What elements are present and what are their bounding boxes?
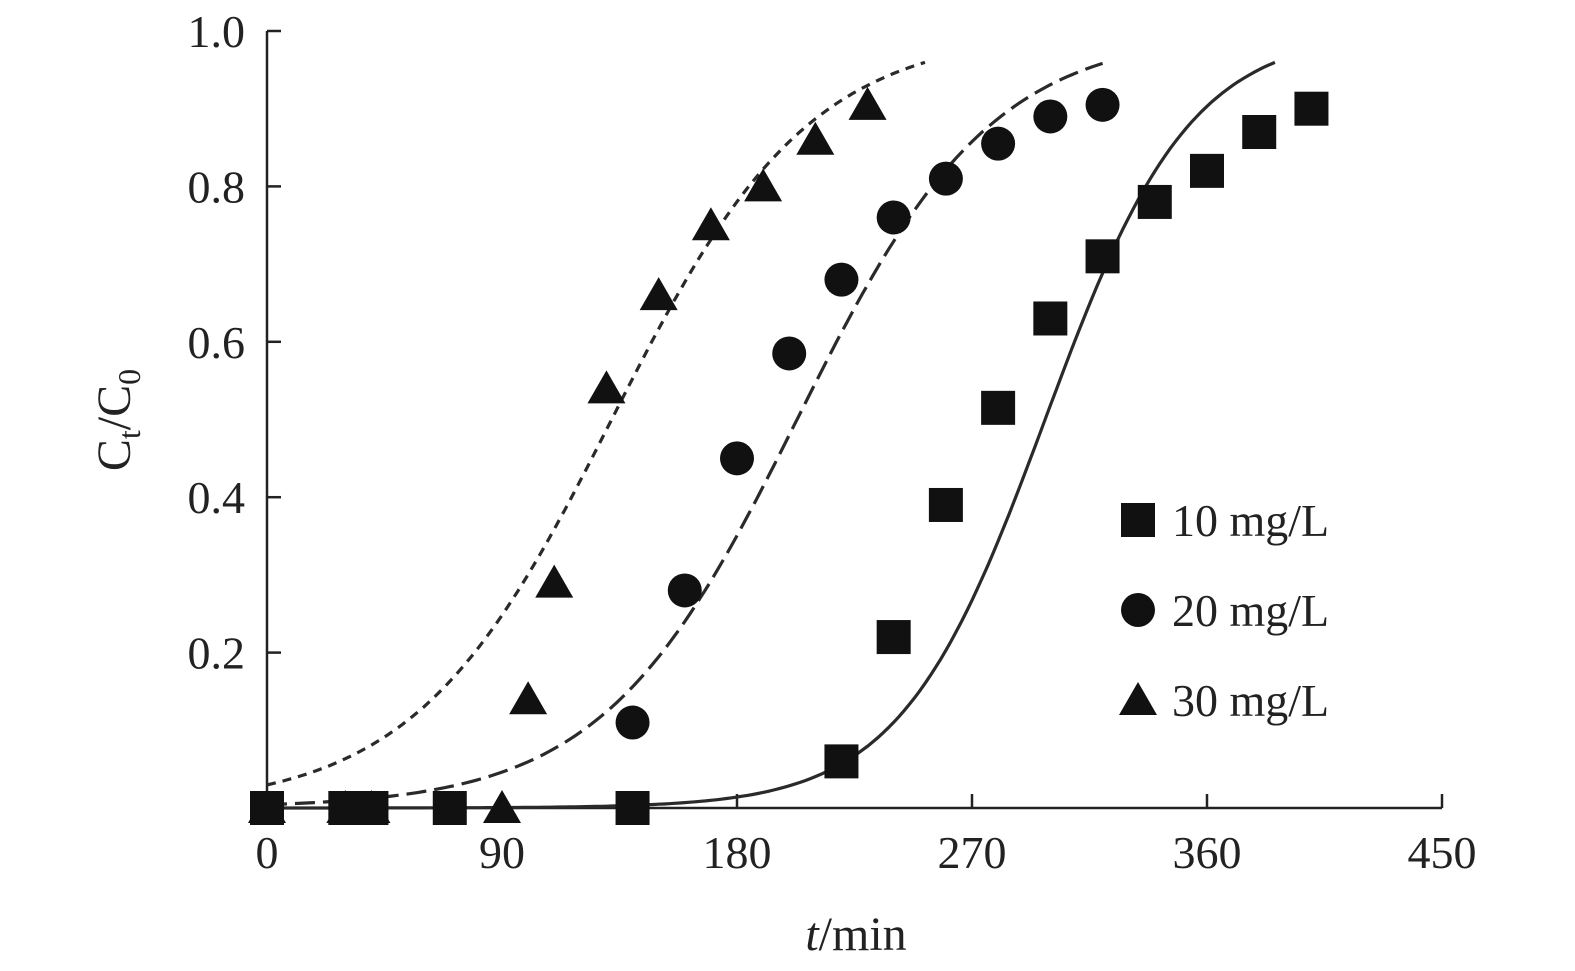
ticks: 0 90 180 270 360 450 0.2 0.4 0.6 0.8 1.0: [188, 6, 1477, 878]
y-axis-title-c: C: [88, 439, 141, 471]
legend-marker-circle: [1121, 593, 1155, 627]
data-point-square: [824, 744, 859, 779]
y-tick-label: 0.2: [188, 628, 246, 679]
data-point-circle: [667, 573, 702, 608]
data-point-circle: [876, 200, 911, 235]
x-tick-label: 270: [938, 827, 1007, 878]
data-point-circle: [981, 126, 1016, 161]
data-point-triangle: [352, 790, 391, 823]
data-point-triangle: [587, 370, 626, 404]
legend: 10 mg/L 20 mg/L 30 mg/L: [1119, 495, 1329, 726]
x-axis-title-italic: t: [805, 908, 820, 961]
fit-curves: [266, 60, 1276, 810]
legend-label: 10 mg/L: [1172, 495, 1329, 546]
data-point-square: [981, 390, 1016, 425]
x-tick-label: 450: [1408, 827, 1477, 878]
data-point-square: [1085, 239, 1120, 274]
legend-label: 20 mg/L: [1172, 585, 1329, 636]
data-point-triangle: [483, 790, 521, 823]
data-point-triangle: [509, 681, 548, 715]
data-point-triangle: [248, 790, 286, 823]
x-tick-label: 360: [1173, 827, 1242, 878]
y-tick-label: 0.4: [188, 472, 246, 523]
data-point-triangle: [326, 790, 365, 823]
data-point-circle: [1033, 99, 1068, 134]
data-point-triangle: [796, 121, 835, 155]
y-axis-title-sep: /C: [88, 385, 141, 430]
legend-label: 30 mg/L: [1172, 675, 1329, 726]
data-point-square: [1294, 91, 1329, 126]
data-point-circle: [720, 441, 754, 476]
x-axis-title-unit: /min: [819, 908, 907, 961]
data-point-triangle: [535, 564, 574, 598]
data-point-circle: [432, 791, 467, 825]
y-axis-title: Ct/C0: [88, 369, 147, 471]
data-point-square: [615, 791, 650, 825]
data-point-square: [1190, 153, 1224, 188]
fit-curve: [266, 61, 1104, 807]
fit-curve: [267, 60, 1276, 810]
x-axis-title: t/min: [805, 908, 906, 961]
y-tick-label: 0.8: [188, 161, 246, 212]
data-point-circle: [824, 262, 859, 297]
fit-curve: [266, 60, 926, 787]
y-tick-label: 0.6: [188, 317, 246, 368]
data-point-triangle: [848, 86, 887, 120]
data-point-square: [1242, 115, 1277, 150]
data-points: [248, 86, 1329, 825]
y-tick-label: 1.0: [188, 6, 246, 57]
data-point-circle: [772, 336, 807, 371]
legend-marker-triangle: [1119, 682, 1157, 715]
x-tick-label: 90: [479, 827, 525, 878]
x-tick-label: 180: [703, 827, 772, 878]
data-point-triangle: [691, 207, 730, 241]
y-axis-title-sub-t: t: [111, 430, 147, 439]
data-point-circle: [615, 705, 650, 740]
legend-marker-square: [1121, 503, 1155, 537]
data-point-triangle: [639, 277, 678, 311]
data-point-square: [876, 620, 911, 655]
y-axis-title-sub-0: 0: [111, 369, 147, 385]
data-point-square: [928, 487, 963, 522]
data-point-circle: [928, 161, 963, 196]
x-tick-label: 0: [256, 827, 279, 878]
data-point-square: [1137, 184, 1172, 219]
data-point-triangle: [744, 168, 783, 202]
data-point-circle: [1085, 87, 1120, 122]
data-point-square: [1033, 301, 1068, 336]
